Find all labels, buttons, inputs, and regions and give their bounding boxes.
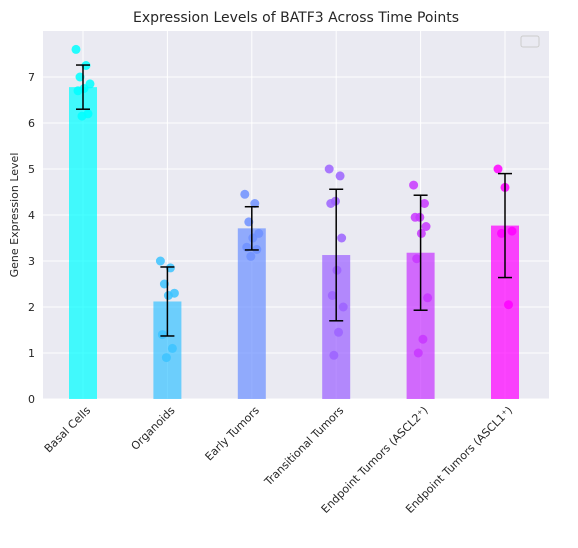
y-tick-label: 2 bbox=[28, 301, 35, 314]
data-point bbox=[161, 353, 171, 363]
data-point bbox=[418, 334, 428, 344]
data-point bbox=[504, 300, 513, 310]
x-ticks: Basal Cells Organoids Early Tumors Transiti… bbox=[42, 404, 515, 516]
data-point bbox=[421, 222, 431, 231]
data-point bbox=[155, 256, 165, 266]
error-bars bbox=[76, 64, 512, 337]
data-point bbox=[423, 293, 433, 303]
legend-box bbox=[520, 35, 540, 48]
data-point bbox=[248, 233, 258, 243]
data-point bbox=[337, 233, 347, 243]
data-point bbox=[332, 265, 342, 275]
data-point bbox=[334, 327, 344, 337]
data-point bbox=[413, 348, 423, 358]
data-point bbox=[167, 343, 177, 353]
y-tick-label: 4 bbox=[28, 209, 35, 222]
data-point bbox=[324, 164, 334, 174]
chart-title: Expression Levels of BATF3 Across Time P… bbox=[133, 10, 459, 26]
x-tick-label: Organoids bbox=[129, 404, 178, 453]
data-point bbox=[73, 86, 83, 96]
data-point bbox=[71, 44, 81, 54]
y-tick-label: 3 bbox=[28, 255, 35, 268]
data-point bbox=[329, 350, 339, 360]
bar bbox=[69, 87, 97, 400]
y-axis-label: Gene Expression Level bbox=[8, 153, 21, 278]
data-point bbox=[497, 228, 506, 238]
y-tick-label: 1 bbox=[28, 347, 35, 360]
data-point bbox=[77, 111, 87, 121]
data-point bbox=[338, 302, 348, 312]
x-tick-label: Early Tumors bbox=[203, 404, 263, 464]
y-ticks: 0 1 2 3 4 5 6 7 bbox=[28, 71, 35, 406]
data-point bbox=[409, 180, 419, 190]
data-point bbox=[416, 228, 426, 238]
data-point bbox=[412, 254, 422, 264]
x-tick-label: Transitional Tumors bbox=[261, 404, 346, 489]
data-point bbox=[240, 189, 250, 199]
y-tick-label: 0 bbox=[28, 393, 35, 406]
data-point bbox=[410, 212, 420, 222]
data-point bbox=[507, 226, 517, 236]
data-point bbox=[327, 291, 337, 300]
data-point bbox=[493, 164, 503, 174]
y-tick-label: 7 bbox=[28, 71, 35, 84]
data-point bbox=[326, 199, 336, 208]
data-point bbox=[157, 330, 167, 340]
x-tick-label: Basal Cells bbox=[42, 404, 94, 456]
y-tick-label: 5 bbox=[28, 163, 35, 176]
data-point bbox=[246, 251, 256, 261]
data-point bbox=[335, 171, 345, 181]
data-point bbox=[250, 199, 260, 208]
y-tick-label: 6 bbox=[28, 117, 35, 130]
data-point bbox=[419, 199, 429, 208]
data-point bbox=[163, 291, 173, 300]
